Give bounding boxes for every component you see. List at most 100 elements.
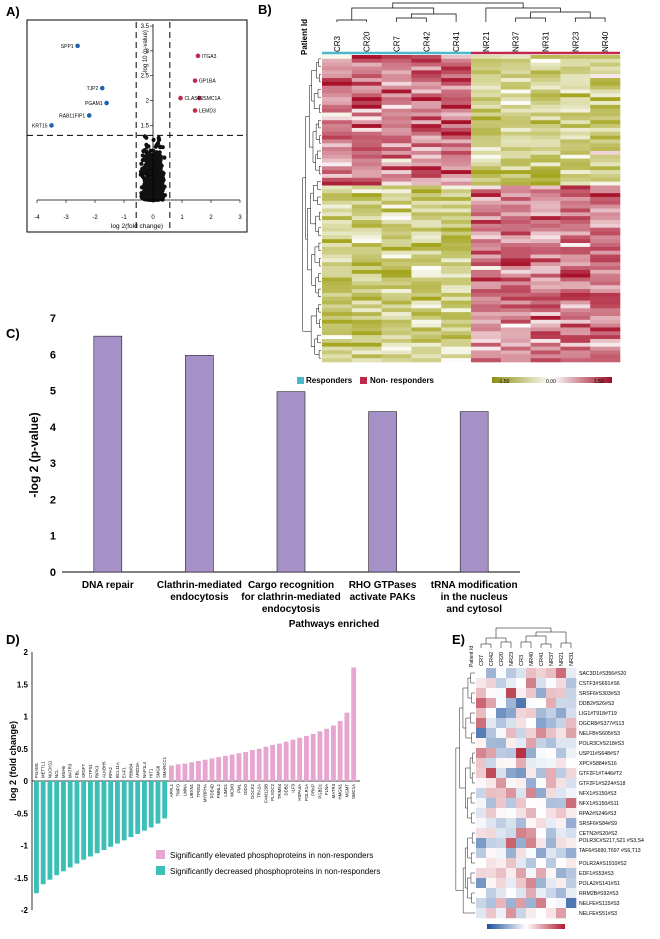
heatmap-b-cell <box>530 74 561 79</box>
heatmap-e-row-label: NELFB#S605#S3 <box>579 731 620 737</box>
heatmap-b-cell <box>560 154 591 159</box>
heatmap-b-cell <box>322 116 353 121</box>
heatmap-b-cell <box>441 262 472 267</box>
heatmap-e-cell <box>476 708 487 719</box>
heatmap-b-cell <box>500 358 531 363</box>
heatmap-b-column-label: CR7 <box>393 35 402 52</box>
heatmap-b-cell <box>500 124 531 129</box>
heatmap-e-cell <box>546 728 557 739</box>
heatmap-e-row-dendrogram-branch <box>455 747 464 891</box>
heatmap-b-row-dendrogram-branch <box>318 242 321 251</box>
heatmap-e-row-label: EDF1#S53#S3 <box>579 871 614 877</box>
heatmap-b-cell <box>381 58 412 63</box>
heatmap-e-cell <box>486 698 497 709</box>
heatmap-b-cell <box>500 319 531 324</box>
heatmap-b-cell <box>441 342 472 347</box>
volcano-point <box>151 137 156 142</box>
heatmap-b-cell <box>590 147 621 152</box>
heatmap-e-column-label: NR21 <box>559 652 565 666</box>
heatmap-b-cell <box>530 281 561 286</box>
heatmap-b-cell <box>560 158 591 163</box>
heatmap-b-cell <box>411 81 442 86</box>
heatmap-b-cell <box>411 246 442 252</box>
heatmap-b-cell <box>411 97 442 102</box>
heatmap-b-cell <box>441 193 472 198</box>
pathway-y-tick-label: 4 <box>50 422 57 434</box>
heatmap-b-cell <box>441 246 472 252</box>
heatmap-e-cell <box>566 858 577 869</box>
fold-change-bar <box>189 762 195 781</box>
heatmap-b-cell <box>381 208 412 213</box>
volcano-point <box>144 150 149 155</box>
heatmap-b-cell <box>381 78 412 83</box>
heatmap-b-cell <box>590 166 621 171</box>
heatmap-b-cell <box>351 193 382 198</box>
heatmap-b-cell <box>471 335 502 340</box>
heatmap-b-cell <box>560 116 591 121</box>
volcano-point <box>139 185 144 190</box>
heatmap-e-cell <box>516 738 527 749</box>
heatmap-b-cell <box>322 93 353 98</box>
heatmap-e-cell <box>526 868 537 879</box>
heatmap-b-cell <box>351 147 382 152</box>
heatmap-b-cell <box>590 358 621 363</box>
heatmap-e-cell <box>486 908 497 919</box>
heatmap-b-cell <box>322 185 353 190</box>
heatmap-b-cell <box>500 154 531 159</box>
heatmap-b-cell <box>500 312 531 317</box>
heatmap-b-cell <box>500 354 531 359</box>
heatmap-b-cell <box>351 250 382 255</box>
heatmap-b-cell <box>500 254 531 259</box>
pathway-y-tick-label: 6 <box>50 349 56 361</box>
heatmap-b-cell <box>530 93 561 98</box>
heatmap-b-cell <box>471 204 502 209</box>
heatmap-e-cell <box>516 758 527 769</box>
heatmap-b-cell <box>500 104 531 110</box>
volcano-highlight-point <box>192 108 198 113</box>
heatmap-b-cell <box>351 208 382 213</box>
heatmap-b-cell <box>322 296 353 301</box>
heatmap-b-cell <box>530 101 561 106</box>
heatmap-b-cell <box>530 266 561 271</box>
heatmap-b-cell <box>560 346 591 351</box>
heatmap-b-cell <box>500 285 531 290</box>
heatmap-b-dendrogram-branch <box>485 7 561 22</box>
heatmap-e-cell <box>546 878 557 889</box>
heatmap-b-cell <box>530 254 561 259</box>
heatmap-e-dendrogram-branch <box>500 641 512 648</box>
heatmap-b-cell <box>590 338 621 344</box>
heatmap-b-cell <box>471 292 502 298</box>
heatmap-b-cell <box>530 300 561 305</box>
heatmap-b-cell <box>530 166 561 171</box>
heatmap-b-cell <box>500 208 531 213</box>
volcano-point <box>154 159 159 164</box>
heatmap-e-cell <box>566 898 577 909</box>
heatmap-b-cell <box>351 220 382 225</box>
heatmap-b-cell <box>560 296 591 301</box>
heatmap-b-cell <box>441 170 472 175</box>
heatmap-e-cell <box>506 788 517 799</box>
fold-change-bar <box>317 731 323 781</box>
heatmap-e-cell <box>526 768 537 779</box>
heatmap-b-cell <box>590 139 621 144</box>
heatmap-b-cell <box>590 85 621 90</box>
heatmap-b-cell <box>381 116 412 121</box>
heatmap-b-cell <box>411 166 442 171</box>
heatmap-b-cell <box>322 139 353 144</box>
heatmap-e-cell <box>506 718 517 729</box>
heatmap-b-cell <box>411 223 442 228</box>
heatmap-b-cell <box>381 212 412 217</box>
heatmap-b-cell <box>322 220 353 225</box>
heatmap-b-cell <box>351 196 382 202</box>
fold-change-bar <box>88 781 93 857</box>
heatmap-e-cell <box>496 838 507 849</box>
heatmap-e-row-label: POLR2A#S1910#S2 <box>579 861 627 867</box>
heatmap-b-cell <box>411 243 442 248</box>
pathway-category-label: activate PAKs <box>350 592 416 603</box>
heatmap-b-cell <box>441 131 472 136</box>
heatmap-e-cell <box>566 878 577 889</box>
heatmap-b-cell <box>441 308 472 313</box>
heatmap-b-cell <box>560 227 591 232</box>
heatmap-e-cell <box>536 748 547 759</box>
pathway-category-label: and cytosol <box>446 604 502 615</box>
